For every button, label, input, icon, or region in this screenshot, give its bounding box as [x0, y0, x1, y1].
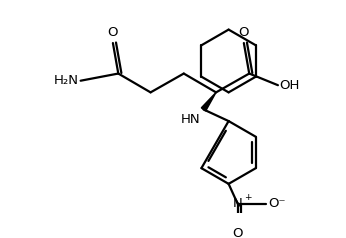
- Text: OH: OH: [280, 79, 300, 92]
- Polygon shape: [201, 92, 216, 111]
- Text: +: +: [244, 193, 251, 202]
- Text: N: N: [233, 197, 243, 210]
- Text: O⁻: O⁻: [268, 197, 285, 210]
- Text: O: O: [239, 26, 249, 40]
- Text: O: O: [108, 26, 118, 40]
- Text: O: O: [232, 227, 243, 238]
- Text: H₂N: H₂N: [54, 74, 79, 87]
- Text: HN: HN: [181, 113, 201, 126]
